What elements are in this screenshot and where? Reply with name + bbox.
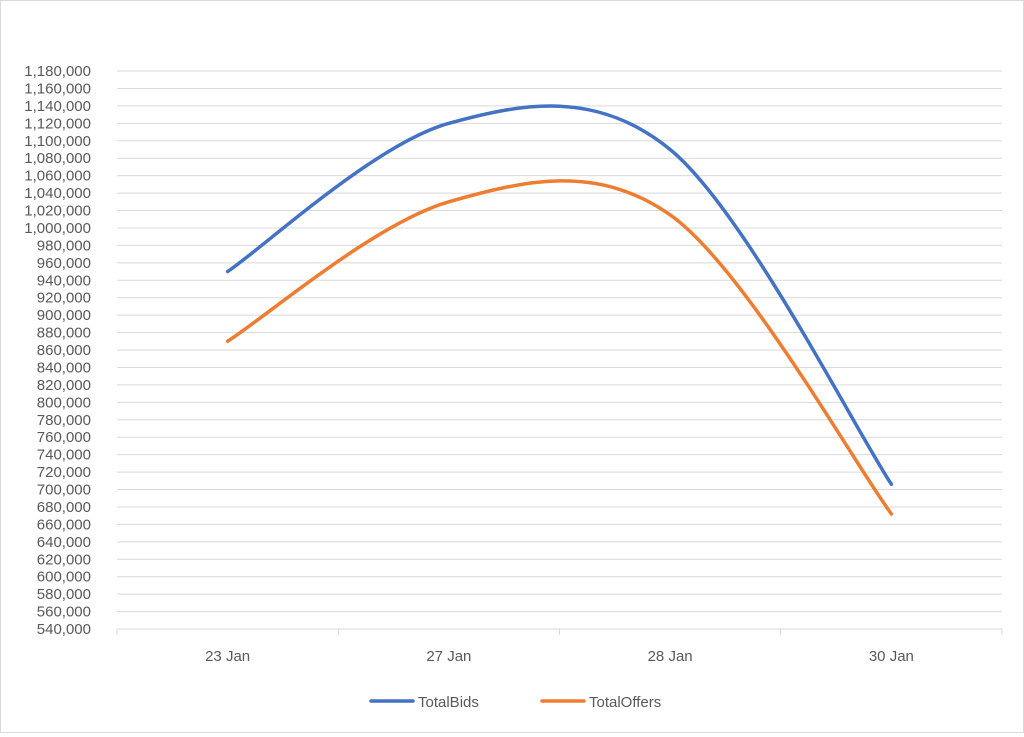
x-tick-label: 28 Jan: [648, 648, 693, 665]
y-tick-label: 780,000: [37, 412, 91, 429]
y-tick-label: 980,000: [37, 237, 91, 254]
y-tick-label: 1,020,000: [24, 203, 91, 220]
y-tick-label: 580,000: [37, 586, 91, 603]
y-tick-label: 1,040,000: [24, 185, 91, 202]
series-line-totaloffers: [225, 179, 894, 516]
y-tick-label: 700,000: [37, 482, 91, 499]
y-tick-label: 1,140,000: [24, 98, 91, 115]
series-lines: [225, 104, 894, 516]
y-tick-label: 1,060,000: [24, 168, 91, 185]
y-tick-label: 720,000: [37, 464, 91, 481]
y-tick-label: 660,000: [37, 516, 91, 533]
y-tick-label: 1,180,000: [24, 63, 91, 80]
y-tick-label: 560,000: [37, 604, 91, 621]
y-tick-label: 640,000: [37, 534, 91, 551]
y-tick-label: 960,000: [37, 255, 91, 272]
y-tick-label: 840,000: [37, 359, 91, 376]
y-tick-label: 540,000: [37, 621, 91, 638]
y-tick-label: 760,000: [37, 429, 91, 446]
x-tick-label: 27 Jan: [426, 648, 471, 665]
y-tick-label: 620,000: [37, 551, 91, 568]
y-tick-label: 1,100,000: [24, 133, 91, 150]
gridlines: [117, 70, 1002, 613]
legend-label: TotalBids: [418, 694, 479, 711]
y-tick-label: 900,000: [37, 307, 91, 324]
y-tick-label: 800,000: [37, 394, 91, 411]
x-axis: 23 Jan 27 Jan 28 Jan 30 Jan: [116, 628, 1003, 665]
y-tick-label: 680,000: [37, 499, 91, 516]
x-tick-label: 30 Jan: [869, 648, 914, 665]
series-line-totalbids: [225, 104, 894, 487]
y-tick-label: 1,160,000: [24, 80, 91, 97]
y-tick-label: 820,000: [37, 377, 91, 394]
y-tick-label: 740,000: [37, 447, 91, 464]
y-tick-label: 920,000: [37, 290, 91, 307]
y-tick-label: 1,080,000: [24, 150, 91, 167]
y-tick-label: 600,000: [37, 569, 91, 586]
legend: TotalBids TotalOffers: [369, 694, 661, 711]
y-tick-label: 1,000,000: [24, 220, 91, 237]
y-axis-ticks: 540,000560,000580,000600,000620,000640,0…: [24, 63, 91, 638]
y-tick-label: 1,120,000: [24, 115, 91, 132]
y-tick-label: 940,000: [37, 272, 91, 289]
x-tick-label: 23 Jan: [205, 648, 250, 665]
legend-label: TotalOffers: [589, 694, 661, 711]
y-tick-label: 880,000: [37, 325, 91, 342]
y-tick-label: 860,000: [37, 342, 91, 359]
